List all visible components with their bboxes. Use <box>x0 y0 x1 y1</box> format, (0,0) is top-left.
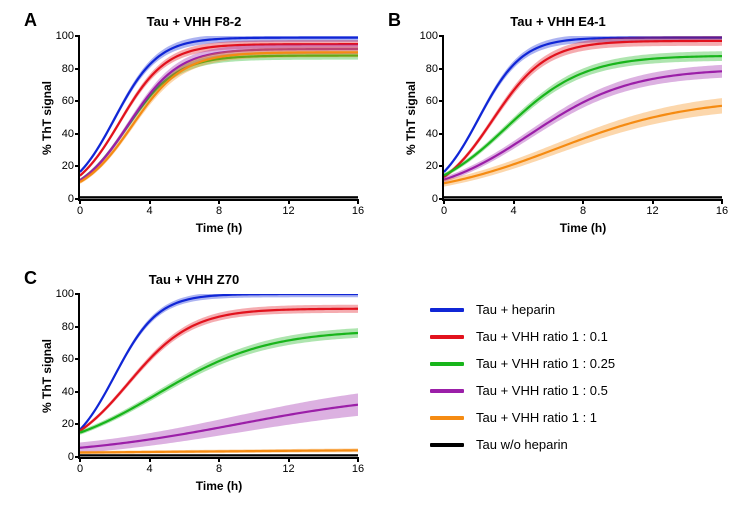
ytick-label: 20 <box>62 160 74 172</box>
ytick-label: 80 <box>426 63 438 75</box>
legend-swatch <box>430 362 464 366</box>
panel-C-title: Tau + VHH Z70 <box>24 272 364 287</box>
xtick-mark <box>288 199 290 204</box>
xtick-label: 8 <box>216 463 222 475</box>
series-band <box>80 47 358 184</box>
figure-root: A Tau + VHH F8-2 % ThT signal Time (h) 0… <box>0 0 732 519</box>
panel-A-plot: % ThT signal Time (h) 020406080100048121… <box>78 36 358 201</box>
legend-swatch <box>430 308 464 312</box>
xtick-label: 0 <box>77 205 83 217</box>
ytick-label: 60 <box>62 95 74 107</box>
ytick-label: 0 <box>68 451 74 463</box>
legend-item: Tau w/o heparin <box>430 437 720 452</box>
xtick-label: 4 <box>510 205 516 217</box>
ytick-label: 60 <box>62 353 74 365</box>
xtick-label: 4 <box>146 463 152 475</box>
xtick-label: 0 <box>441 205 447 217</box>
xtick-mark <box>721 199 723 204</box>
ytick-label: 80 <box>62 321 74 333</box>
xtick-label: 0 <box>77 463 83 475</box>
xtick-mark <box>218 457 220 462</box>
legend-label: Tau w/o heparin <box>476 437 568 452</box>
panel-svg <box>444 36 722 199</box>
legend-item: Tau + VHH ratio 1 : 0.5 <box>430 383 720 398</box>
legend-item: Tau + VHH ratio 1 : 0.25 <box>430 356 720 371</box>
legend-label: Tau + heparin <box>476 302 555 317</box>
xtick-mark <box>652 199 654 204</box>
legend-swatch <box>430 443 464 447</box>
xtick-mark <box>357 457 359 462</box>
series-line <box>80 44 358 175</box>
legend-item: Tau + VHH ratio 1 : 1 <box>430 410 720 425</box>
ytick-label: 100 <box>56 30 74 42</box>
xtick-mark <box>513 199 515 204</box>
y-axis-label: % ThT signal <box>404 80 418 154</box>
series-line <box>80 49 358 180</box>
panel-A: A Tau + VHH F8-2 % ThT signal Time (h) 0… <box>24 10 364 245</box>
ytick-label: 40 <box>62 128 74 140</box>
xtick-label: 16 <box>352 463 364 475</box>
panel-A-title: Tau + VHH F8-2 <box>24 14 364 29</box>
panel-B: B Tau + VHH E4-1 % ThT signal Time (h) 0… <box>388 10 728 245</box>
panel-B-title: Tau + VHH E4-1 <box>388 14 728 29</box>
y-axis-label: % ThT signal <box>40 338 54 412</box>
xtick-mark <box>218 199 220 204</box>
xtick-label: 16 <box>352 205 364 217</box>
xtick-mark <box>149 199 151 204</box>
xtick-label: 8 <box>216 205 222 217</box>
legend-label: Tau + VHH ratio 1 : 1 <box>476 410 597 425</box>
ytick-label: 100 <box>420 30 438 42</box>
legend-label: Tau + VHH ratio 1 : 0.5 <box>476 383 608 398</box>
xtick-mark <box>582 199 584 204</box>
ytick-label: 20 <box>62 418 74 430</box>
xtick-label: 12 <box>282 205 294 217</box>
legend-item: Tau + VHH ratio 1 : 0.1 <box>430 329 720 344</box>
panel-B-plot: % ThT signal Time (h) 020406080100048121… <box>442 36 722 201</box>
legend: Tau + heparin Tau + VHH ratio 1 : 0.1 Tau … <box>430 302 720 464</box>
panel-svg <box>80 36 358 199</box>
panel-C: C Tau + VHH Z70 % ThT signal Time (h) 02… <box>24 268 364 503</box>
panel-svg <box>80 294 358 457</box>
ytick-label: 40 <box>426 128 438 140</box>
x-axis-label: Time (h) <box>560 221 606 235</box>
xtick-label: 12 <box>282 463 294 475</box>
xtick-mark <box>443 199 445 204</box>
xtick-label: 8 <box>580 205 586 217</box>
ytick-label: 20 <box>426 160 438 172</box>
xtick-label: 16 <box>716 205 728 217</box>
legend-swatch <box>430 389 464 393</box>
xtick-mark <box>288 457 290 462</box>
x-axis-label: Time (h) <box>196 479 242 493</box>
xtick-label: 4 <box>146 205 152 217</box>
x-axis-label: Time (h) <box>196 221 242 235</box>
ytick-label: 0 <box>432 193 438 205</box>
xtick-mark <box>79 199 81 204</box>
legend-swatch <box>430 416 464 420</box>
ytick-label: 100 <box>56 288 74 300</box>
xtick-label: 12 <box>646 205 658 217</box>
xtick-mark <box>79 457 81 462</box>
panel-C-plot: % ThT signal Time (h) 020406080100048121… <box>78 294 358 459</box>
ytick-label: 80 <box>62 63 74 75</box>
ytick-label: 40 <box>62 386 74 398</box>
series-band <box>444 65 722 182</box>
ytick-label: 60 <box>426 95 438 107</box>
legend-label: Tau + VHH ratio 1 : 0.25 <box>476 356 615 371</box>
series-band <box>80 44 358 182</box>
legend-label: Tau + VHH ratio 1 : 0.1 <box>476 329 608 344</box>
ytick-label: 0 <box>68 193 74 205</box>
xtick-mark <box>149 457 151 462</box>
y-axis-label: % ThT signal <box>40 80 54 154</box>
legend-swatch <box>430 335 464 339</box>
legend-item: Tau + heparin <box>430 302 720 317</box>
xtick-mark <box>357 199 359 204</box>
